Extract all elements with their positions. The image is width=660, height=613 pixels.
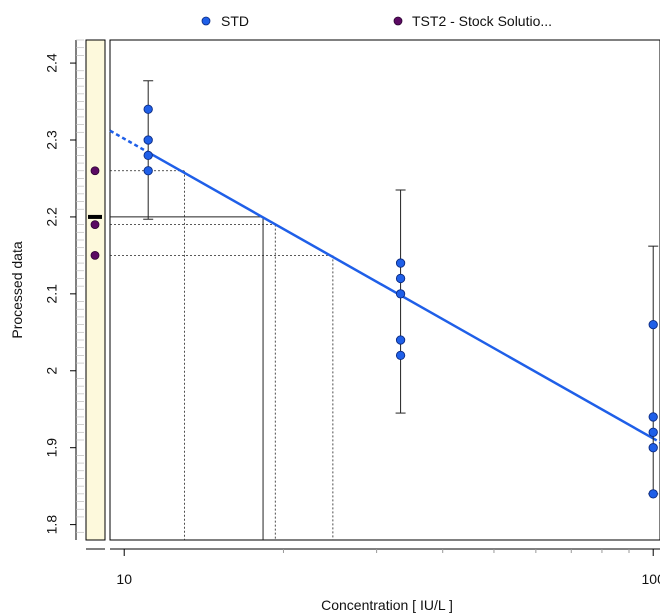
std-point: [648, 443, 658, 453]
std-point: [395, 350, 406, 361]
std-point: [395, 335, 406, 345]
std-point: [648, 489, 658, 499]
y-axis-ticks: 1.8 1.9 2 2.1 2.2 2.3 2.4: [44, 53, 76, 534]
reference-lines: [110, 170, 334, 540]
tst2-point: [90, 220, 100, 230]
y-tick-label: 2.3: [44, 130, 60, 150]
legend-std-marker: [201, 16, 211, 26]
std-point: [143, 104, 153, 114]
fit-line-extension-right: [652, 437, 660, 444]
y-tick-label: 2.4: [44, 53, 60, 73]
y-axis-label: Processed data: [9, 241, 25, 338]
x-axis-ticks: 10 100: [116, 549, 660, 587]
side-strip-panel: [85, 39, 106, 541]
y-tick-label: 1.9: [44, 438, 60, 458]
legend-std-label: STD: [221, 13, 249, 29]
std-point: [143, 150, 153, 161]
std-point: [648, 412, 658, 422]
x-tick-label: 100: [642, 571, 660, 587]
std-point: [648, 319, 658, 330]
y-tick-label: 1.8: [44, 515, 60, 535]
tst2-mean-marker: [88, 214, 102, 219]
error-bars: [143, 80, 659, 495]
std-point: [648, 427, 658, 437]
std-point: [395, 289, 406, 299]
y-axis-minor-ticks: [76, 39, 84, 533]
legend: STD TST2 - Stock Solutio...: [201, 13, 552, 29]
fit-line-extension-left: [109, 129, 149, 154]
std-point: [143, 166, 153, 176]
legend-tst2-label: TST2 - Stock Solutio...: [412, 13, 552, 29]
tst2-points: [88, 166, 102, 260]
y-tick-label: 2: [44, 367, 60, 375]
tst2-point: [90, 250, 100, 260]
x-axis-label: Concentration [ IU/L ]: [321, 597, 453, 613]
plot-frame: [109, 39, 660, 541]
std-point: [395, 258, 406, 268]
tst2-point: [90, 166, 100, 176]
y-tick-label: 2.1: [44, 284, 60, 304]
y-tick-label: 2.2: [44, 207, 60, 227]
std-point: [395, 273, 406, 284]
legend-tst2-marker: [393, 16, 403, 26]
x-tick-label: 10: [116, 571, 132, 587]
std-points: [143, 104, 658, 499]
fit-line-group: [109, 129, 660, 444]
std-point: [143, 135, 153, 145]
